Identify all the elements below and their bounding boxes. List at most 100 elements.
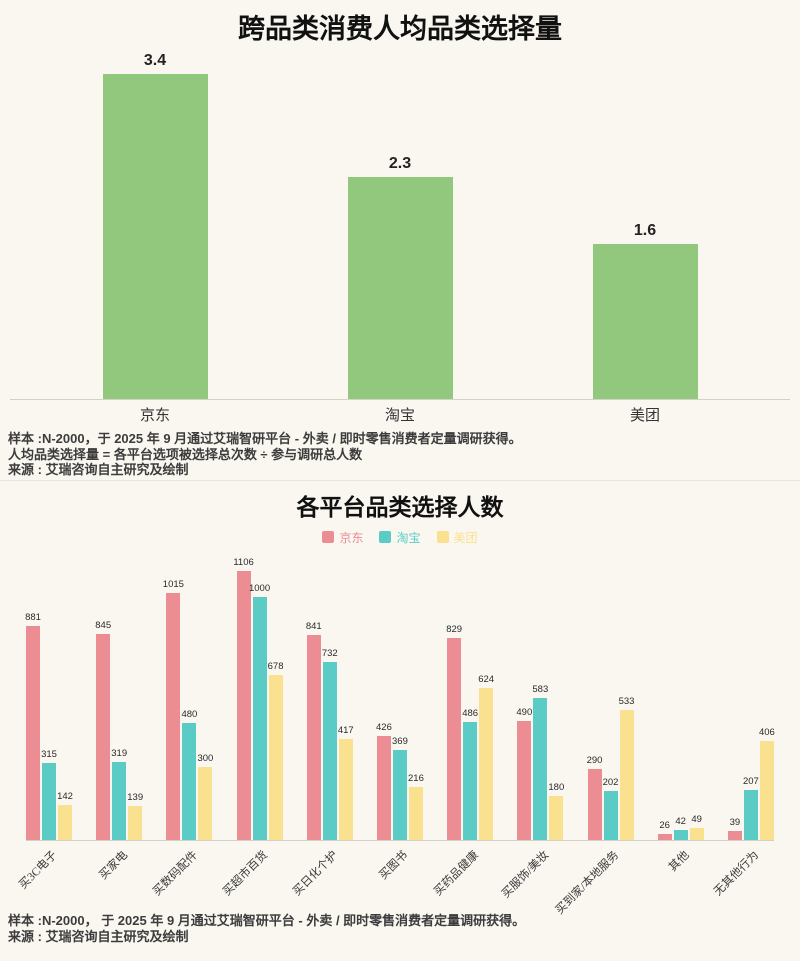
bar-value-label: 678 xyxy=(267,660,284,672)
bar-value-label: 139 xyxy=(127,792,144,804)
x-axis-label: 买数码配件 xyxy=(150,849,200,899)
bar xyxy=(102,74,208,399)
bar xyxy=(657,833,672,840)
x-axis-label: 其他 xyxy=(666,849,692,874)
x-axis-label: 买图书 xyxy=(377,849,411,883)
bar xyxy=(347,176,453,399)
bar-value-label: 202 xyxy=(602,776,619,788)
bar-value-label: 300 xyxy=(197,753,214,764)
bar xyxy=(268,674,283,840)
bar-column: 881 xyxy=(25,561,41,840)
bar xyxy=(306,635,321,840)
bar-column: 1015 xyxy=(163,561,184,840)
bar xyxy=(447,638,462,840)
bar-value-label: 319 xyxy=(111,748,128,760)
legend-item: 淘宝 xyxy=(379,529,421,546)
bar xyxy=(592,244,698,399)
bar xyxy=(727,830,742,840)
bar-group: 490 583 180 买服饰/美妆 xyxy=(500,561,565,900)
bar-column: 49 xyxy=(689,561,704,840)
bar-value-label: 829 xyxy=(446,624,463,636)
bar-value-label: 180 xyxy=(548,782,565,794)
legend-label: 美团 xyxy=(453,530,478,545)
footnote-source: 来源 : 艾瑞咨询自主研究及绘制 xyxy=(8,928,189,944)
bar xyxy=(743,789,758,840)
bar-column: 202 xyxy=(602,561,619,840)
bar-value-label: 480 xyxy=(181,709,198,721)
bar xyxy=(408,787,423,840)
bar-column: 533 xyxy=(618,561,635,840)
bar xyxy=(517,720,532,840)
bar xyxy=(96,634,111,840)
bar-column: 139 xyxy=(127,561,144,840)
x-axis-label: 淘宝 xyxy=(384,408,415,424)
bar-column: 207 xyxy=(743,561,759,840)
legend-item: 京东 xyxy=(322,529,363,546)
bar-value-label: 42 xyxy=(675,815,686,827)
bar-group: 1106 1000 678 买超市百货 xyxy=(221,557,284,899)
bar xyxy=(619,710,634,840)
legend-item: 美团 xyxy=(436,529,478,546)
bar xyxy=(603,790,618,840)
bar-column: 845 xyxy=(95,561,111,840)
bar-value-label: 1106 xyxy=(233,556,254,568)
bar-column: 290 xyxy=(586,561,603,840)
bar-group: 39 207 406 无其他行为 xyxy=(712,561,774,898)
bar-value-label: 1000 xyxy=(248,582,271,594)
bar-value-label: 881 xyxy=(25,611,41,623)
chart1-footnotes: 样本 :N-2000，于 2025 年 9 月通过艾瑞智研平台 - 外卖 / 即… xyxy=(8,431,800,478)
x-axis-label: 美团 xyxy=(629,408,660,424)
bar-column: 142 xyxy=(57,561,73,840)
bar-value-label: 142 xyxy=(57,791,73,803)
bar xyxy=(166,592,181,840)
x-axis-label: 买家电 xyxy=(96,849,130,883)
bar-column: 2.3 xyxy=(347,52,453,399)
bar-value-label: 26 xyxy=(659,819,670,831)
chart1-plot-area: 3.4 2.3 1.6 xyxy=(10,52,790,400)
bar-group: 881 315 142 买3C电子 xyxy=(17,561,73,892)
footnote-source: 来源 : 艾瑞咨询自主研究及绘制 xyxy=(8,462,189,477)
bar-value-label: 732 xyxy=(321,647,338,659)
bar-column: 829 xyxy=(446,561,463,840)
bar xyxy=(479,688,494,840)
x-axis-label: 买超市百货 xyxy=(221,849,271,899)
bar-value-label: 490 xyxy=(516,706,533,718)
bar xyxy=(182,723,197,840)
bar-column: 583 xyxy=(532,561,549,840)
bar-value-label: 486 xyxy=(462,707,479,719)
bar xyxy=(463,721,478,840)
bar-value-label: 1015 xyxy=(162,578,184,590)
bar-column: 1.6 xyxy=(592,52,698,399)
bar xyxy=(533,698,548,840)
bar-column: 1106 xyxy=(233,557,254,840)
bar-column: 216 xyxy=(408,561,424,840)
bar-column: 319 xyxy=(111,561,128,840)
bar-column: 180 xyxy=(548,561,565,840)
bar-column: 369 xyxy=(392,561,408,840)
x-axis-label: 买日化个护 xyxy=(291,849,341,899)
bar-column: 315 xyxy=(41,561,57,840)
bar-value-label: 1.6 xyxy=(633,222,657,240)
bar xyxy=(759,741,774,840)
x-axis-label: 无其他行为 xyxy=(712,849,762,899)
bar-value-label: 290 xyxy=(586,755,603,767)
bar-column: 732 xyxy=(321,561,338,840)
chart2-plot-area: 881 315 142 买3C电子 845 319 139 买家电 1015 480 300 买数码配… xyxy=(17,557,775,917)
x-axis-label: 买药品健康 xyxy=(431,849,481,899)
bar xyxy=(376,736,391,840)
footnote-formula: 人均品类选择量 = 各平台选项被选择总次数 ÷ 参与调研总人数 xyxy=(8,446,363,462)
bar-value-label: 624 xyxy=(478,674,495,686)
bar-column: 486 xyxy=(462,561,479,840)
bar-column: 1000 xyxy=(249,561,270,840)
legend-swatch xyxy=(379,531,392,543)
bar-value-label: 583 xyxy=(532,684,549,696)
legend-swatch xyxy=(322,531,335,543)
x-axis-label: 京东 xyxy=(139,408,170,424)
legend-label: 淘宝 xyxy=(396,530,421,545)
bar-column: 300 xyxy=(197,561,214,840)
bar-column: 490 xyxy=(516,561,533,840)
bar xyxy=(549,796,564,840)
bar-group: 1015 480 300 买数码配件 xyxy=(151,561,214,898)
bar-value-label: 533 xyxy=(618,696,635,708)
bar-value-label: 2.3 xyxy=(388,154,412,172)
